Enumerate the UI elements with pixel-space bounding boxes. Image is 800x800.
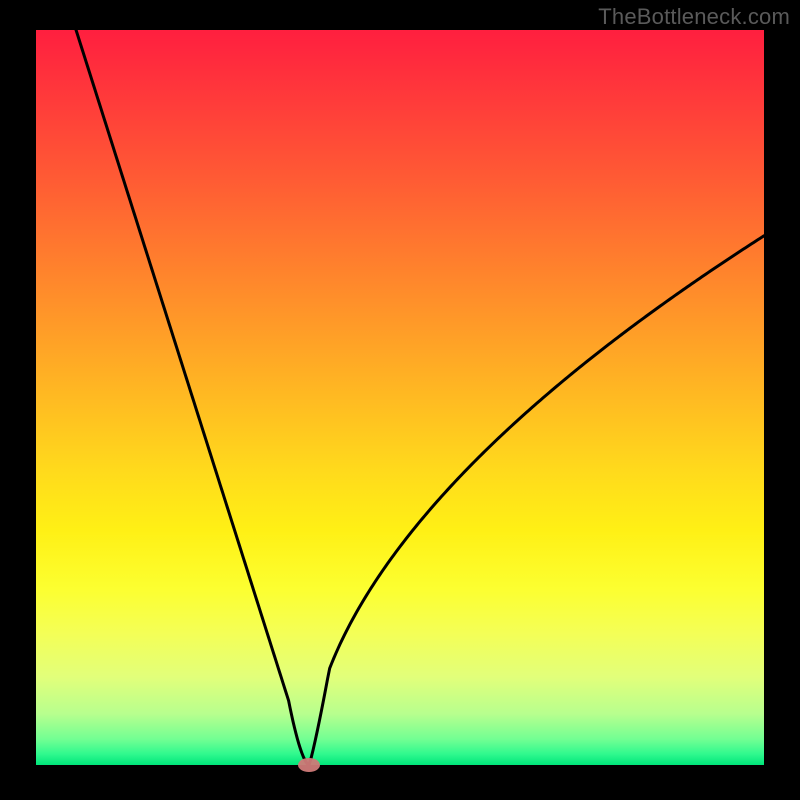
optimal-point-marker [298,758,320,772]
chart-wrapper: TheBottleneck.com [0,0,800,800]
curve-svg [36,30,764,765]
watermark-text: TheBottleneck.com [598,4,790,30]
plot-background-gradient [36,30,764,765]
plot-area [36,30,764,765]
